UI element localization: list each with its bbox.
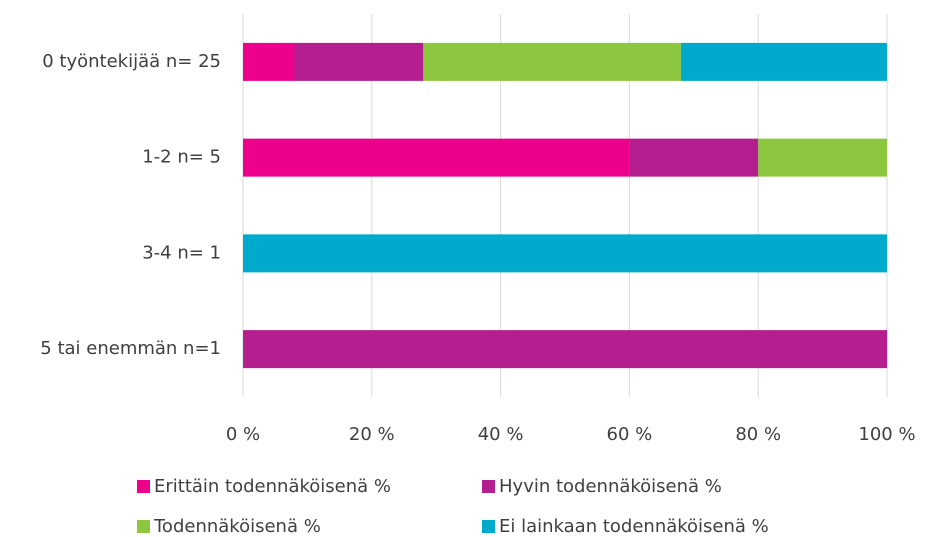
legend-swatch: [137, 480, 150, 493]
legend-swatch: [137, 520, 150, 533]
legend-label: Ei lainkaan todennäköisenä %: [499, 516, 769, 537]
y-tick-label: 0 työntekijää n= 25: [42, 51, 221, 72]
x-tick-label: 40 %: [478, 424, 524, 445]
bar-segment: [680, 42, 887, 81]
legend-label: Erittäin todennäköisenä %: [154, 476, 391, 497]
x-tick-label: 20 %: [349, 424, 395, 445]
bar-segment: [423, 42, 681, 81]
legend-label: Hyvin todennäköisenä %: [499, 476, 722, 497]
x-tick-label: 100 %: [858, 424, 915, 445]
x-tick-label: 80 %: [735, 424, 781, 445]
legend-swatch: [482, 520, 495, 533]
bar-segment: [243, 234, 887, 273]
y-tick-label: 5 tai enemmän n=1: [40, 338, 221, 359]
bar-segment: [243, 138, 630, 177]
x-tick-label: 60 %: [607, 424, 653, 445]
bar-segment: [629, 138, 759, 177]
bar-segment: [294, 42, 424, 81]
x-tick-label: 0 %: [226, 424, 260, 445]
y-tick-label: 3-4 n= 1: [142, 242, 221, 263]
legend-swatch: [482, 480, 495, 493]
bar-segment: [243, 42, 295, 81]
y-tick-label: 1-2 n= 5: [142, 147, 221, 168]
bar-segment: [758, 138, 887, 177]
legend-label: Todennäköisenä %: [153, 516, 321, 537]
bar-segment: [243, 330, 887, 369]
